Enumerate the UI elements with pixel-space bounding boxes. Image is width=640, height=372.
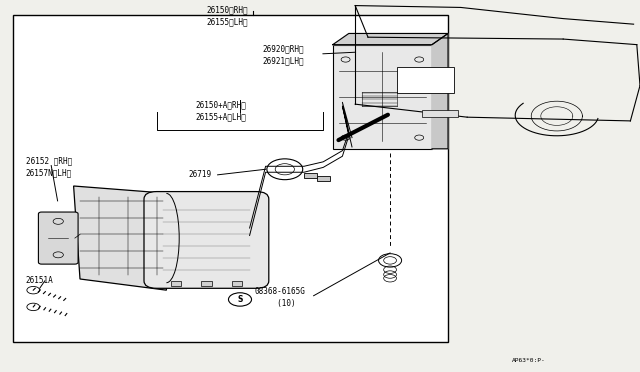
Bar: [397, 67, 454, 93]
Text: 26151A: 26151A: [26, 276, 53, 285]
Text: 26920〈RH〉
26921〈LH〉: 26920〈RH〉 26921〈LH〉: [262, 45, 304, 65]
Text: 26150+A〈RH〉
26155+A〈LH〉: 26150+A〈RH〉 26155+A〈LH〉: [195, 100, 246, 121]
Bar: [13, 15, 448, 342]
Text: 08368-6165G
     (10): 08368-6165G (10): [254, 287, 305, 308]
Text: AP63*0:P-: AP63*0:P-: [512, 358, 546, 363]
Polygon shape: [74, 186, 170, 290]
Bar: [232, 281, 242, 286]
Bar: [317, 176, 330, 181]
Bar: [422, 110, 458, 117]
Polygon shape: [333, 33, 448, 45]
Bar: [201, 281, 211, 286]
FancyBboxPatch shape: [144, 192, 269, 288]
Text: S: S: [237, 295, 243, 304]
Polygon shape: [432, 33, 448, 149]
Bar: [171, 281, 181, 286]
FancyBboxPatch shape: [38, 212, 78, 264]
Text: 26150〈RH〉
26155〈LH〉: 26150〈RH〉 26155〈LH〉: [206, 6, 248, 26]
Text: 26152 〈RH〉
26157N〈LH〉: 26152 〈RH〉 26157N〈LH〉: [26, 156, 72, 177]
Bar: [304, 173, 317, 178]
Text: 26719: 26719: [189, 170, 212, 179]
Bar: [333, 45, 432, 149]
